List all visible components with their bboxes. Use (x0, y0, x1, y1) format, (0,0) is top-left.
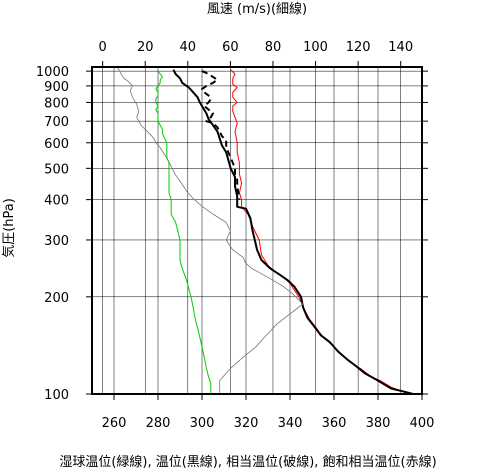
tick-label-bottom-5: 360 (322, 416, 347, 431)
tick-label-pressure-4: 500 (44, 162, 69, 177)
tick-label-top-3: 60 (222, 40, 239, 55)
tick-label-top-6: 120 (346, 40, 371, 55)
tick-label-pressure-8: 900 (44, 80, 69, 95)
series-line-3 (155, 70, 212, 394)
tick-label-pressure-2: 300 (44, 234, 69, 249)
top-axis-label: 風速 (m/s)(細線) (207, 1, 307, 17)
tick-label-top-1: 20 (137, 40, 154, 55)
tick-label-bottom-0: 260 (102, 416, 127, 431)
tick-label-bottom-7: 400 (410, 416, 435, 431)
tick-label-top-7: 140 (388, 40, 413, 55)
tick-label-pressure-3: 400 (44, 194, 69, 209)
ticks: 260 280 300 320 340 360 380 400 0 20 40 60 80 100 120 1… (36, 40, 435, 431)
series-line-2 (201, 70, 241, 200)
series-line-1 (172, 69, 414, 395)
tick-label-pressure-5: 600 (44, 137, 69, 152)
tick-label-top-0: 0 (99, 40, 107, 55)
y-axis-label: 気圧(hPa) (1, 198, 17, 258)
grid (92, 67, 423, 395)
tick-label-bottom-3: 320 (234, 416, 259, 431)
tick-label-bottom-1: 280 (146, 416, 171, 431)
tick-label-top-2: 40 (180, 40, 197, 55)
tick-label-pressure-7: 800 (44, 96, 69, 111)
series-layer (117, 66, 414, 395)
plot-frame (91, 66, 423, 395)
tick-label-bottom-2: 300 (190, 416, 215, 431)
tick-label-pressure-0: 100 (44, 388, 69, 403)
tick-label-pressure-1: 200 (44, 291, 69, 306)
tick-label-top-5: 100 (303, 40, 328, 55)
tick-label-pressure-9: 1000 (36, 65, 69, 80)
tick-label-bottom-6: 380 (366, 416, 391, 431)
bottom-axis-label: 湿球温位(緑線), 温位(黒線), 相当温位(破線), 飽和相当温位(赤線) (59, 454, 436, 470)
series-line-4 (117, 66, 304, 394)
tick-label-bottom-4: 340 (278, 416, 303, 431)
tick-label-pressure-6: 700 (44, 115, 69, 130)
series-line-0 (230, 69, 414, 395)
tick-label-top-4: 80 (265, 40, 282, 55)
